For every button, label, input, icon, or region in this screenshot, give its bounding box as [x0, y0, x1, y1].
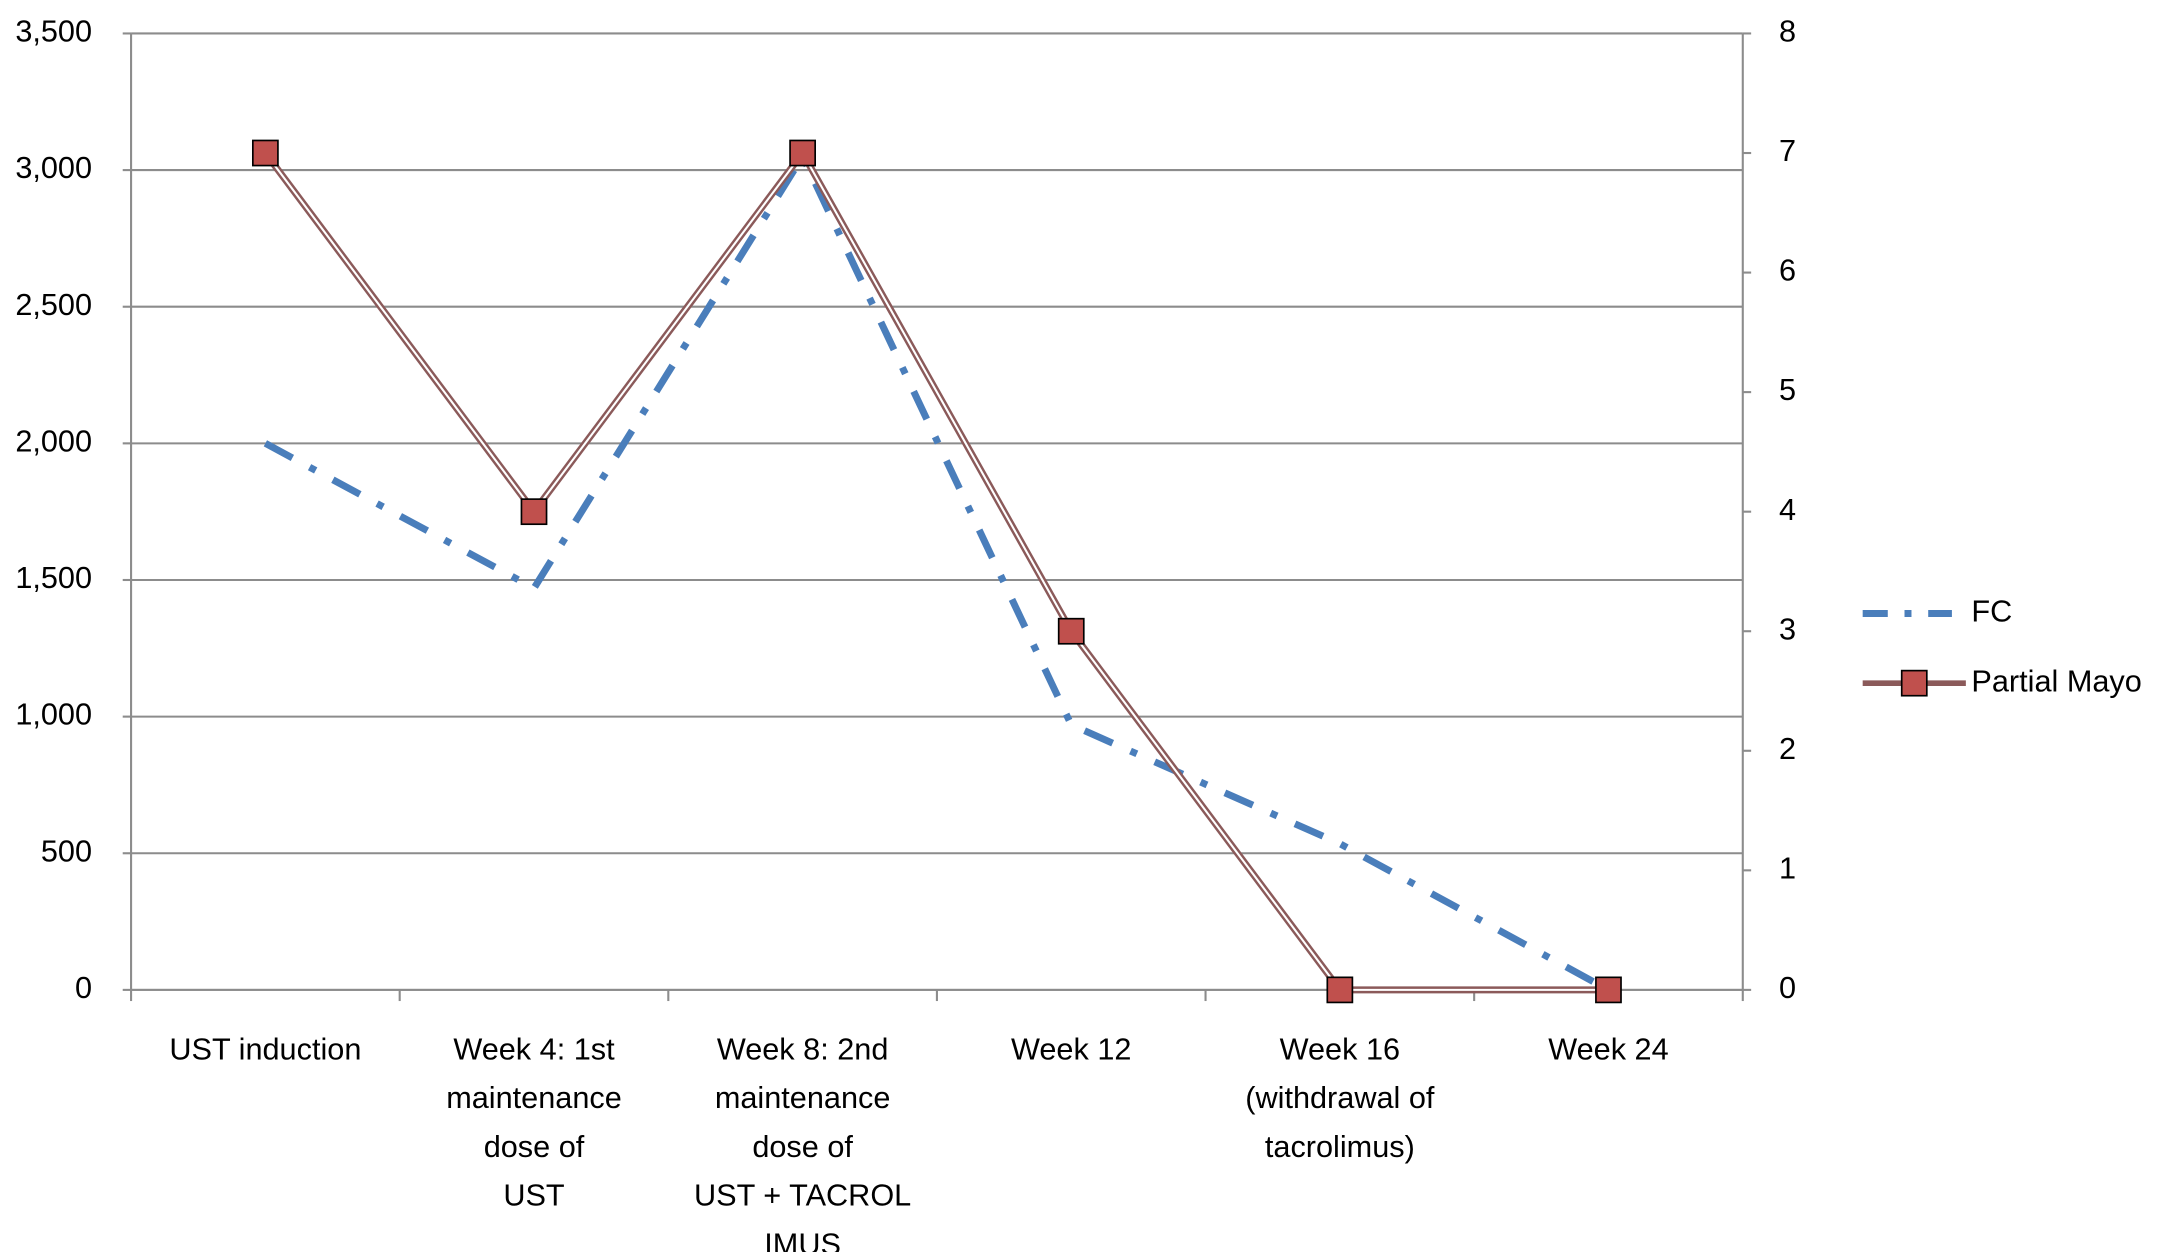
series-line	[262, 146, 1609, 994]
y-tick-label: 500	[41, 834, 92, 868]
marker	[1057, 617, 1085, 645]
series-line-inner	[264, 151, 1609, 991]
y-tick-label: 2,500	[15, 288, 92, 322]
y2-tick-label: 3	[1779, 612, 1796, 646]
y2-tick-label: 5	[1779, 373, 1796, 407]
y-tick-label: 2,000	[15, 424, 92, 458]
x-tick-label: Week 8: 2nd	[717, 1032, 889, 1066]
x-tick-label: IMUS	[764, 1228, 841, 1252]
x-tick-label: UST induction	[169, 1032, 361, 1066]
y-tick-label: 3,000	[15, 151, 92, 185]
marker	[251, 139, 279, 167]
x-tick-label: Week 12	[1011, 1032, 1131, 1066]
x-tick-label: maintenance	[715, 1081, 891, 1115]
y2-tick-label: 8	[1779, 15, 1796, 49]
x-tick-label: UST + TACROL	[694, 1179, 911, 1213]
x-tick-label: Week 16	[1280, 1032, 1400, 1066]
y2-tick-label: 4	[1779, 493, 1796, 527]
marker	[1595, 976, 1622, 1004]
x-tick-label: dose of	[484, 1130, 585, 1164]
legend-marker	[1900, 669, 1928, 697]
y2-tick-label: 7	[1779, 134, 1796, 168]
y-tick-label: 3,500	[15, 15, 92, 49]
x-tick-label: Week 24	[1548, 1032, 1668, 1066]
marker	[520, 498, 548, 526]
legend-label: Partial Mayo	[1971, 664, 2141, 698]
y-tick-label: 0	[75, 971, 92, 1005]
y-tick-label: 1,500	[15, 561, 92, 595]
series-line	[263, 149, 1611, 993]
x-tick-label: maintenance	[446, 1081, 622, 1115]
x-tick-label: UST	[503, 1179, 565, 1213]
x-tick-label: (withdrawal of	[1245, 1081, 1435, 1115]
y2-tick-label: 6	[1779, 254, 1796, 288]
y2-tick-label: 0	[1779, 971, 1796, 1005]
x-tick-label: Week 4: 1st	[453, 1032, 615, 1066]
y2-tick-label: 1	[1779, 851, 1796, 885]
marker	[789, 139, 817, 167]
marker	[1326, 976, 1354, 1004]
y-tick-label: 1,000	[15, 698, 92, 732]
x-tick-label: tacrolimus)	[1265, 1130, 1415, 1164]
y2-tick-label: 2	[1779, 732, 1796, 766]
x-tick-label: dose of	[752, 1130, 853, 1164]
legend-label: FC	[1971, 595, 2012, 629]
